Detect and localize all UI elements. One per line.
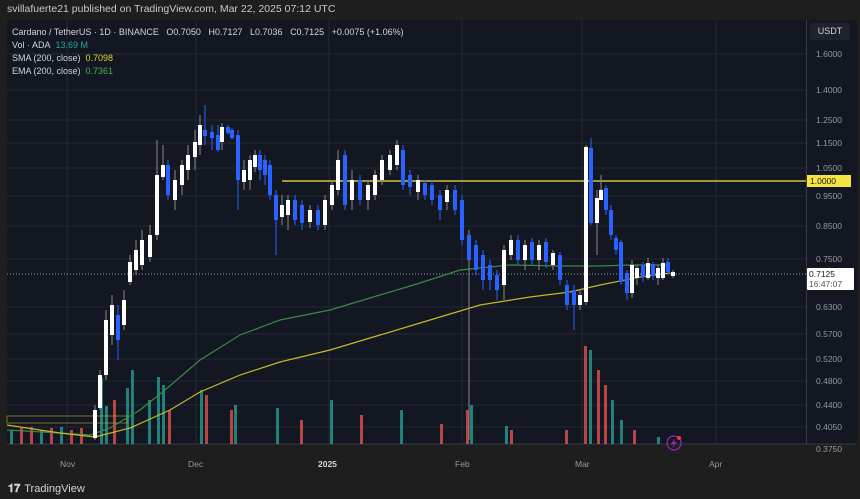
ohlc-change: +0.0075 (+1.06%) — [331, 27, 404, 37]
sma-indicator[interactable]: SMA (200, close) 0.7098 — [12, 52, 409, 65]
tv-logo-icon: 𝟏𝟕 — [8, 483, 21, 495]
ema-indicator[interactable]: EMA (200, close) 0.7361 — [12, 65, 409, 78]
price-tick: 0.4050 — [816, 422, 842, 432]
price-axis[interactable] — [806, 20, 857, 444]
ohlc-open: O0.7050 — [166, 27, 201, 37]
last-price-tag: 0.7125 16:47:07 — [807, 268, 854, 290]
ohlc-high: H0.7127 — [208, 27, 243, 37]
tradingview-logo[interactable]: 𝟏𝟕 TradingView — [8, 483, 85, 496]
price-tick: 0.9500 — [816, 191, 842, 201]
time-label: 2025 — [318, 459, 337, 469]
symbol-title[interactable]: Cardano / TetherUS · 1D · BINANCE — [12, 27, 159, 37]
price-tick: 1.1500 — [816, 138, 842, 148]
vol-label: Vol · ADA — [12, 40, 51, 50]
sma-value: 0.7098 — [85, 53, 114, 63]
ohlc-close: C0.7125 — [290, 27, 325, 37]
ohlc-low: L0.7036 — [250, 27, 283, 37]
price-tick: 0.4800 — [816, 376, 842, 386]
ema-value: 0.7361 — [85, 66, 114, 76]
chart-area[interactable] — [7, 20, 806, 444]
countdown: 16:47:07 — [809, 279, 843, 289]
time-label: Feb — [455, 459, 470, 469]
volume-indicator[interactable]: Vol · ADA 13.69 M — [12, 39, 409, 52]
ema-label: EMA (200, close) — [12, 66, 81, 76]
price-tick: 0.7500 — [816, 254, 842, 264]
price-tick: 0.4400 — [816, 400, 842, 410]
price-tick: 0.5700 — [816, 329, 842, 339]
time-label: Nov — [60, 459, 76, 469]
price-tick: 1.2500 — [816, 115, 842, 125]
price-tick: 1.0500 — [816, 163, 842, 173]
last-price: 0.7125 — [809, 269, 835, 279]
legend: Cardano / TetherUS · 1D · BINANCE O0.705… — [12, 26, 409, 78]
price-tick: 1.6000 — [816, 49, 842, 59]
brand-name: TradingView — [24, 483, 85, 495]
publisher-info: svillafuerte21 published on TradingView.… — [7, 3, 336, 15]
vol-value: 13.69 M — [55, 40, 89, 50]
time-label: Dec — [188, 459, 204, 469]
price-tick: 0.6300 — [816, 302, 842, 312]
price-tick: 0.5200 — [816, 354, 842, 364]
price-tick: 0.8500 — [816, 221, 842, 231]
price-tick: 1.4000 — [816, 85, 842, 95]
sma-label: SMA (200, close) — [12, 53, 81, 63]
level-tag: 1.0000 — [807, 175, 851, 187]
time-label: Mar — [575, 459, 590, 469]
price-tick: 0.3750 — [816, 444, 842, 454]
currency-button[interactable]: USDT — [810, 23, 850, 40]
time-label: Apr — [709, 459, 723, 469]
